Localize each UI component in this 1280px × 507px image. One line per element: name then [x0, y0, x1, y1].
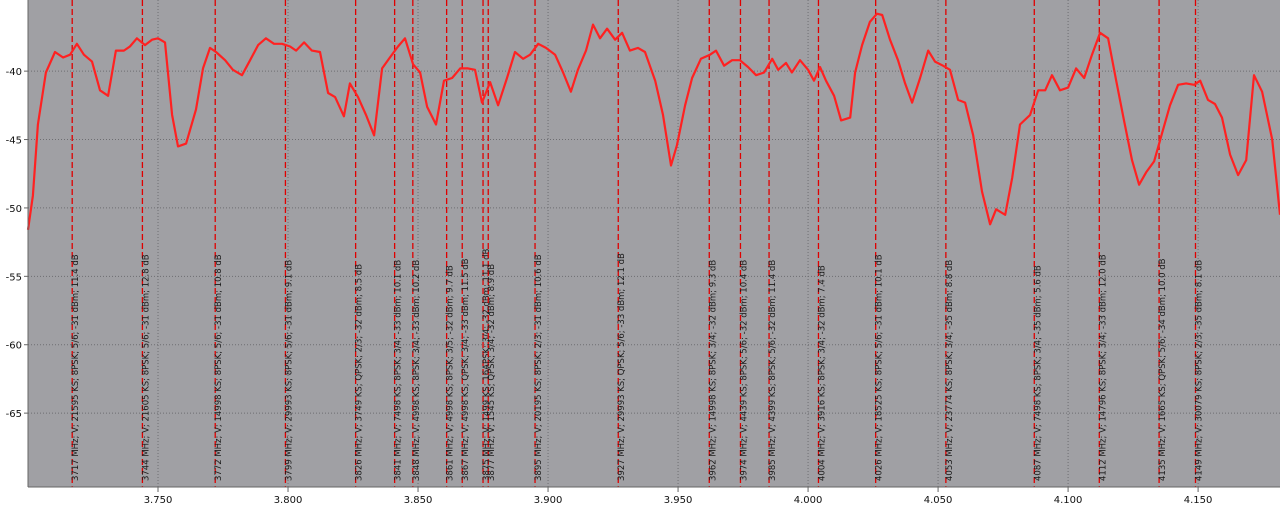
marker-label: 3717 MHz; V; 21595 KS; 8PSK; 5/6; -31 dB… [71, 254, 81, 481]
y-tick-label: -50 [6, 204, 22, 215]
marker-label: 3799 MHz; V; 29993 KS; 8PSK; 5/6; -31 dB… [284, 260, 294, 481]
marker-label: 3826 MHz; V; 3749 KS; QPSK; 2/3; -32 dBm… [355, 264, 365, 481]
marker-label: 4135 MHz; V; 1665 KS; QPSK; 5/6; -34 dBm… [1158, 258, 1168, 481]
marker-label: 3927 MHz; V; 29993 KS; QPSK; 5/6; -33 dB… [617, 253, 627, 481]
y-tick-label: -40 [6, 67, 22, 78]
lines [26, 12, 1280, 230]
marker-label: 3841 MHz; V; 7498 KS; 8PSK; 3/4; -33 dBm… [394, 260, 404, 481]
marker-label: 4026 MHz; V; 18525 KS; 8PSK; 5/6; -31 dB… [875, 254, 885, 481]
marker-label: 3974 MHz; V; 4439 KS; 8PSK; 5/6; -32 dBm… [739, 260, 749, 481]
marker-label: 3744 MHz; V; 21605 KS; 8PSK; 5/6; -31 dB… [141, 254, 151, 481]
marker-label: 4087 MHz; V; 7498 KS; 8PSK; 3/4; -35 dBm… [1033, 265, 1043, 481]
marker-label: 3861 MHz; V; 4998 KS; 8PSK; 3/5; -32 dBm… [446, 265, 456, 481]
marker-label: 4112 MHz; V; 14796 KS; 8PSK; 3/4; -33 dB… [1098, 254, 1108, 481]
marker-label: 3875 MHz; V; 1499 KS; 16APSK; 3/4; -32 d… [482, 248, 492, 481]
marker-label: 3848 MHz; V; 4998 KS; 8PSK; 3/4; -33 dBm… [412, 260, 422, 481]
x-tick-label: 4.150 [1184, 495, 1213, 506]
marker-label: 3962 MHz; V; 14998 KS; 8PSK; 3/4; -32 dB… [708, 260, 718, 481]
x-tick-label: 3.750 [144, 495, 173, 506]
x-tick-label: 3.800 [274, 495, 303, 506]
axis-labels: -40 -45 -50 -55 -60 -65 3.750 3.800 3.850 3.900 3.… [6, 67, 1213, 506]
y-tick-label: -60 [6, 341, 22, 352]
spectrum-line [26, 12, 1280, 230]
y-tick-label: -45 [6, 136, 22, 147]
marker-label: 4004 MHz; V; 3916 KS; 8PSK; 3/4; -32 dBm… [817, 265, 827, 481]
y-tick-label: -65 [6, 409, 22, 420]
x-tick-label: 3.950 [664, 495, 693, 506]
marker-label: 4149 MHz; V; 30079 KS; 8PSK; 2/3; -35 dB… [1194, 260, 1204, 481]
marker-label: 3895 MHz; V; 20195 KS; 8PSK; 2/3; -31 dB… [534, 254, 544, 481]
marker-label: 3867 MHz; V; 4998 KS; QPSK; 3/4; -33 dBm… [461, 258, 471, 481]
x-tick-label: 4.100 [1054, 495, 1083, 506]
x-tick-label: 3.850 [404, 495, 433, 506]
marker-label: 3772 MHz; V; 14998 KS; 8PSK; 5/6; -31 dB… [214, 254, 224, 481]
y-tick-label: -55 [6, 272, 22, 283]
marker-label: 4053 MHz; V; 23774 KS; 8PSK; 3/4; -35 dB… [945, 260, 955, 481]
marker-label: 3985 MHz; V; 4399 KS; 8PSK; 5/6; -32 dBm… [768, 260, 778, 481]
marker-label: 3877 MHz; V; 1545 KS; QPSK; 3/4; -32 dBm… [487, 264, 497, 481]
x-tick-label: 4.050 [924, 495, 953, 506]
markers: 3717 MHz; V; 21595 KS; 8PSK; 5/6; -31 dB… [71, 0, 1204, 487]
x-tick-label: 4.000 [794, 495, 823, 506]
x-tick-label: 3.900 [534, 495, 563, 506]
